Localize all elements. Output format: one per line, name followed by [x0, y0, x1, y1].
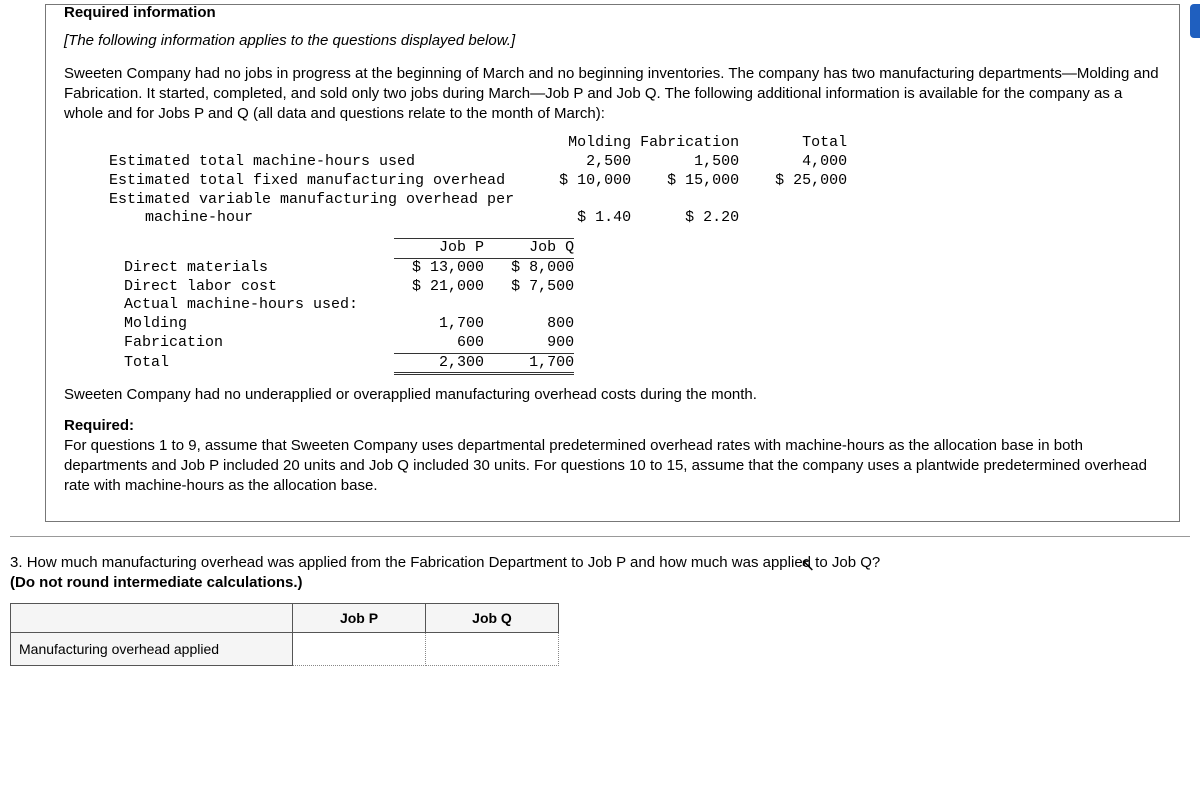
question-body: How much manufacturing overhead was appl… [27, 554, 881, 571]
required-block: Required: For questions 1 to 9, assume t… [64, 416, 1161, 497]
required-info-box: Required information [The following info… [45, 4, 1180, 522]
question-text: 3. How much manufacturing overhead was a… [10, 553, 1190, 594]
answer-col-job-q: Job Q [426, 604, 559, 633]
question-note: (Do not round intermediate calculations.… [10, 574, 303, 591]
separator-rule [10, 536, 1190, 537]
answer-input-job-q[interactable] [426, 633, 559, 666]
answer-table: Job P Job Q Manufacturing overhead appli… [10, 603, 559, 666]
mid-paragraph: Sweeten Company had no underapplied or o… [64, 385, 1161, 405]
answer-row-label: Manufacturing overhead applied [11, 633, 293, 666]
intro-paragraph: Sweeten Company had no jobs in progress … [64, 64, 1161, 125]
answer-empty-header [11, 604, 293, 633]
applies-note: [The following information applies to th… [64, 31, 1161, 51]
required-heading: Required: [64, 417, 134, 434]
job-cost-table: Job P Job QDirect materials $ 13,000 $ 8… [124, 238, 1161, 375]
required-info-heading: Required information [64, 3, 1161, 23]
question-number: 3. [10, 554, 27, 571]
required-text: For questions 1 to 9, assume that Sweete… [64, 437, 1147, 495]
answer-input-job-p[interactable] [293, 633, 426, 666]
answer-col-job-p: Job P [293, 604, 426, 633]
side-help-tab[interactable] [1190, 4, 1200, 38]
dept-overhead-table: Molding Fabrication Total Estimated tota… [109, 134, 1161, 228]
